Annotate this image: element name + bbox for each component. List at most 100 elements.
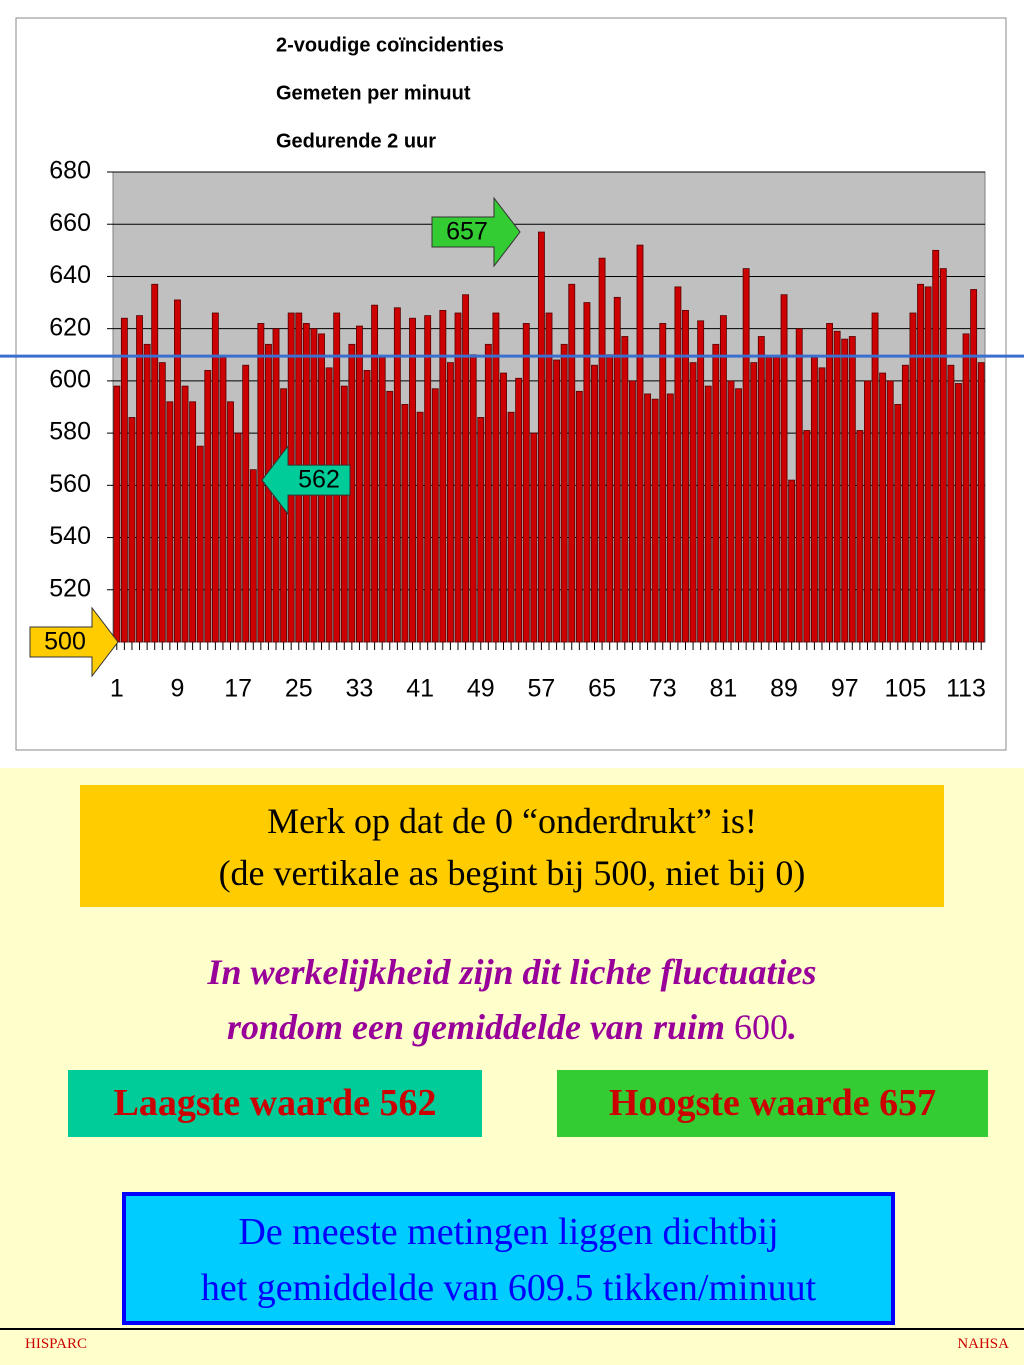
bar bbox=[515, 377, 523, 643]
bar bbox=[166, 401, 174, 643]
bar bbox=[242, 364, 250, 643]
x-tick-label: 57 bbox=[528, 675, 556, 703]
bar bbox=[151, 283, 159, 643]
x-tick-label: 1 bbox=[110, 675, 124, 703]
bar bbox=[393, 307, 401, 643]
bar bbox=[773, 356, 780, 643]
bar bbox=[356, 325, 363, 643]
bar bbox=[568, 283, 576, 643]
annotation-arrow bbox=[431, 196, 521, 268]
bar bbox=[894, 403, 902, 643]
bar bbox=[682, 309, 689, 643]
bar bbox=[636, 244, 644, 643]
chart-title: 2-voudige coïncidenties bbox=[276, 34, 504, 56]
bar bbox=[575, 390, 583, 643]
remark: In werkelijkheid zijn dit lichte fluctua… bbox=[60, 945, 964, 1055]
y-tick-label: 540 bbox=[49, 522, 91, 550]
x-tick-label: 81 bbox=[709, 675, 737, 703]
bar bbox=[659, 323, 667, 643]
bar bbox=[666, 393, 674, 643]
bar bbox=[363, 370, 371, 643]
remark-dot: . bbox=[788, 1007, 797, 1047]
bar bbox=[833, 330, 841, 643]
bar bbox=[439, 309, 447, 643]
x-tick-label: 65 bbox=[588, 675, 616, 703]
bar bbox=[750, 362, 758, 643]
bar bbox=[780, 294, 788, 643]
x-tick-label: 113 bbox=[946, 675, 986, 703]
remark-text: rondom een gemiddelde van ruim bbox=[227, 1007, 725, 1047]
footer-rule bbox=[0, 1328, 1024, 1330]
bar bbox=[409, 317, 416, 643]
chart: 2-voudige coïncidenties Gemeten per minu… bbox=[0, 0, 1024, 768]
bar bbox=[826, 323, 833, 643]
bar bbox=[932, 249, 940, 643]
bar bbox=[712, 343, 720, 643]
bar bbox=[697, 320, 705, 643]
bar bbox=[810, 356, 818, 643]
bar bbox=[704, 385, 712, 643]
bar bbox=[628, 380, 636, 643]
bar bbox=[416, 411, 424, 643]
bar bbox=[939, 268, 947, 643]
bar bbox=[371, 304, 379, 643]
bar bbox=[962, 333, 970, 643]
bar bbox=[234, 432, 242, 643]
bar bbox=[955, 383, 962, 643]
bar bbox=[469, 354, 477, 643]
bar bbox=[644, 393, 652, 643]
bar bbox=[537, 231, 545, 643]
bar bbox=[848, 336, 856, 643]
bar bbox=[545, 312, 553, 643]
bar bbox=[257, 323, 265, 643]
bar bbox=[970, 289, 978, 643]
bar bbox=[765, 356, 773, 643]
bar bbox=[924, 286, 932, 643]
bar bbox=[583, 302, 591, 643]
annotation-label: 657 bbox=[446, 218, 488, 246]
bar bbox=[507, 411, 515, 643]
bar bbox=[879, 372, 887, 643]
bar bbox=[689, 362, 697, 643]
bar bbox=[560, 343, 568, 643]
mean-line-text: De meeste metingen liggen dichtbij bbox=[238, 1211, 779, 1253]
lowest-box: Laagste waarde 562 bbox=[68, 1070, 482, 1137]
bar bbox=[742, 268, 750, 643]
bar bbox=[211, 312, 219, 643]
bar bbox=[613, 296, 621, 643]
bar bbox=[803, 430, 811, 643]
bar bbox=[757, 336, 765, 643]
bar bbox=[871, 312, 879, 643]
remark-number: 600 bbox=[734, 1007, 788, 1047]
bar bbox=[424, 315, 432, 643]
bar bbox=[280, 388, 288, 643]
footer-left: HISPARC bbox=[25, 1336, 87, 1352]
y-tick-label: 560 bbox=[49, 470, 91, 498]
bar bbox=[621, 336, 629, 643]
bar bbox=[553, 359, 561, 643]
footer-right: NAHSA bbox=[957, 1336, 1009, 1352]
bar bbox=[818, 367, 826, 643]
bar bbox=[181, 385, 189, 643]
bar bbox=[651, 398, 659, 643]
x-tick-label: 17 bbox=[224, 675, 252, 703]
bar bbox=[484, 343, 492, 643]
bar bbox=[227, 401, 234, 643]
bar bbox=[886, 380, 894, 643]
x-tick-label: 9 bbox=[170, 675, 184, 703]
bar bbox=[856, 430, 864, 643]
chart-title: Gedurende 2 uur bbox=[276, 130, 436, 152]
x-tick-label: 97 bbox=[831, 675, 859, 703]
bar bbox=[219, 356, 227, 643]
x-tick-label: 25 bbox=[285, 675, 313, 703]
bar bbox=[591, 364, 598, 643]
bar bbox=[735, 388, 742, 643]
bar bbox=[947, 364, 955, 643]
annotation-label: 500 bbox=[44, 628, 86, 656]
x-tick-label: 49 bbox=[467, 675, 495, 703]
bar bbox=[431, 388, 439, 643]
bar bbox=[143, 343, 151, 643]
bar bbox=[462, 294, 470, 643]
annotation-label: 562 bbox=[298, 466, 340, 494]
